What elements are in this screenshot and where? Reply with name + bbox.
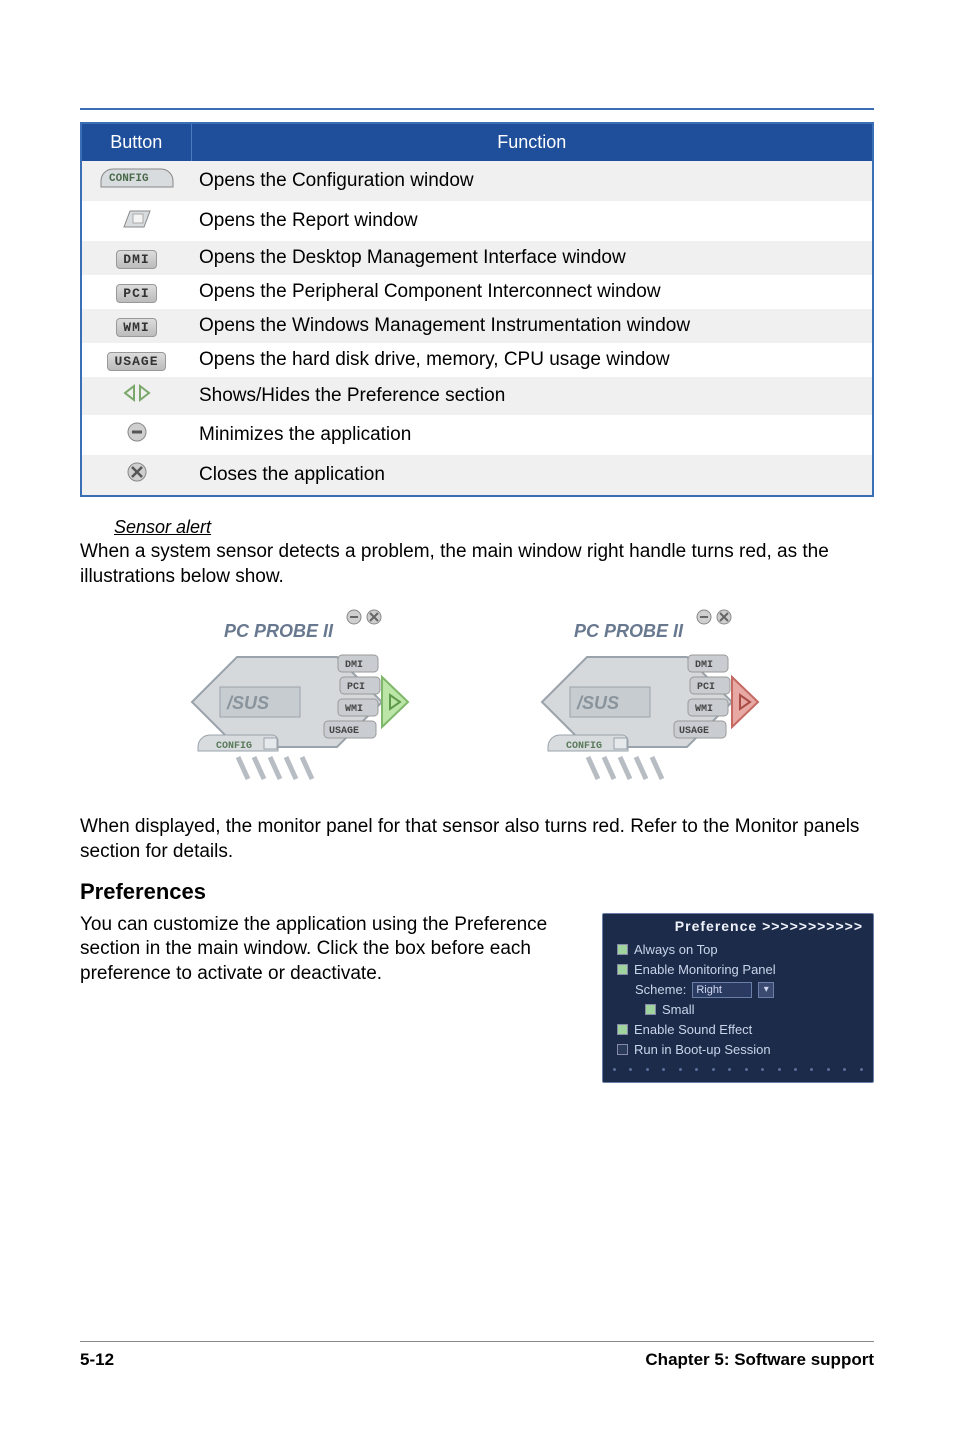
toggle-arrows-icon — [122, 383, 152, 403]
function-cell: Minimizes the application — [191, 415, 873, 455]
svg-text:USAGE: USAGE — [679, 726, 709, 737]
svg-text:DMI: DMI — [345, 660, 363, 671]
page-number: 5-12 — [80, 1350, 114, 1370]
checkbox-icon[interactable] — [617, 1044, 628, 1055]
button-cell — [81, 377, 191, 415]
pref-scheme-row: Scheme: Right ▾ — [635, 982, 859, 998]
table-row: Shows/Hides the Preference section — [81, 377, 873, 415]
table-row: CONFIG Opens the Configuration window — [81, 161, 873, 201]
sensor-alert-heading: Sensor alert — [114, 517, 874, 538]
checkbox-icon[interactable] — [617, 964, 628, 975]
table-row: PCI Opens the Peripheral Component Interc… — [81, 275, 873, 309]
sensor-para-2: When displayed, the monitor panel for th… — [80, 815, 874, 864]
scheme-select[interactable]: Right — [692, 982, 752, 998]
table-row: WMI Opens the Windows Management Instrume… — [81, 309, 873, 343]
pref-label: Always on Top — [634, 942, 718, 957]
preferences-heading: Preferences — [80, 879, 874, 905]
table-row: Opens the Report window — [81, 201, 873, 241]
function-cell: Opens the Configuration window — [191, 161, 873, 201]
pref-item-enable-sound[interactable]: Enable Sound Effect — [617, 1022, 859, 1037]
function-cell: Opens the Windows Management Instrumenta… — [191, 309, 873, 343]
table-row: DMI Opens the Desktop Management Interfac… — [81, 241, 873, 275]
svg-text:CONFIG: CONFIG — [109, 173, 149, 185]
button-cell — [81, 455, 191, 496]
table-row: Closes the application — [81, 455, 873, 496]
checkbox-icon[interactable] — [617, 1024, 628, 1035]
pref-item-small[interactable]: Small — [645, 1002, 859, 1017]
svg-text:WMI: WMI — [695, 704, 713, 715]
th-button: Button — [81, 123, 191, 161]
function-cell: Opens the Peripheral Component Interconn… — [191, 275, 873, 309]
usage-pill-icon: USAGE — [107, 352, 165, 371]
svg-text:CONFIG: CONFIG — [216, 741, 252, 752]
svg-text:PCI: PCI — [347, 682, 365, 693]
th-function: Function — [191, 123, 873, 161]
button-function-table: Button Function CONFIG Opens the Configur… — [80, 122, 874, 497]
svg-text:DMI: DMI — [695, 660, 713, 671]
scheme-dropdown-button[interactable]: ▾ — [758, 982, 774, 998]
function-cell: Shows/Hides the Preference section — [191, 377, 873, 415]
function-cell: Opens the hard disk drive, memory, CPU u… — [191, 343, 873, 377]
scheme-label: Scheme: — [635, 982, 686, 997]
button-cell: WMI — [81, 309, 191, 343]
checkbox-icon[interactable] — [645, 1004, 656, 1015]
pci-pill-icon: PCI — [116, 284, 156, 303]
illustrations-row: PC PROBE II /SUS DMI PCI WMI USAGE CONFI… — [80, 607, 874, 787]
panel-dots — [613, 1068, 863, 1078]
preference-panel-title: Preference >>>>>>>>>>> — [675, 918, 863, 934]
pref-label: Run in Boot-up Session — [634, 1042, 771, 1057]
checkbox-icon[interactable] — [617, 944, 628, 955]
pref-item-enable-monitoring[interactable]: Enable Monitoring Panel — [617, 962, 859, 977]
pref-label: Small — [662, 1002, 695, 1017]
config-tab-icon: CONFIG — [99, 167, 175, 189]
report-folder-icon — [122, 207, 152, 229]
probe-illustration-green: PC PROBE II /SUS DMI PCI WMI USAGE CONFI… — [162, 607, 442, 787]
function-cell: Opens the Report window — [191, 201, 873, 241]
button-cell: CONFIG — [81, 161, 191, 201]
svg-text:CONFIG: CONFIG — [566, 741, 602, 752]
function-cell: Opens the Desktop Management Interface w… — [191, 241, 873, 275]
table-row: Minimizes the application — [81, 415, 873, 455]
pref-item-run-boot[interactable]: Run in Boot-up Session — [617, 1042, 859, 1057]
wmi-pill-icon: WMI — [116, 318, 156, 337]
button-cell: DMI — [81, 241, 191, 275]
button-cell: USAGE — [81, 343, 191, 377]
svg-text:PC PROBE II: PC PROBE II — [224, 621, 334, 641]
probe-illustration-red: PC PROBE II /SUS DMI PCI WMI USAGE CONFI… — [512, 607, 792, 787]
close-icon — [126, 461, 148, 483]
pref-label: Enable Monitoring Panel — [634, 962, 776, 977]
button-cell — [81, 415, 191, 455]
svg-text:WMI: WMI — [345, 704, 363, 715]
svg-text:/SUS: /SUS — [226, 693, 269, 713]
button-cell — [81, 201, 191, 241]
preferences-para: You can customize the application using … — [80, 913, 572, 987]
button-cell: PCI — [81, 275, 191, 309]
preference-panel: Preference >>>>>>>>>>> Always on Top Ena… — [602, 913, 874, 1083]
svg-text:/SUS: /SUS — [576, 693, 619, 713]
minimize-icon — [126, 421, 148, 443]
dmi-pill-icon: DMI — [116, 250, 156, 269]
svg-text:USAGE: USAGE — [329, 726, 359, 737]
chapter-label: Chapter 5: Software support — [645, 1350, 874, 1370]
svg-text:PC PROBE II: PC PROBE II — [574, 621, 684, 641]
table-row: USAGE Opens the hard disk drive, memory, … — [81, 343, 873, 377]
svg-text:PCI: PCI — [697, 682, 715, 693]
page-footer: 5-12 Chapter 5: Software support — [0, 1341, 954, 1370]
top-rule — [80, 108, 874, 110]
pref-item-always-on-top[interactable]: Always on Top — [617, 942, 859, 957]
pref-label: Enable Sound Effect — [634, 1022, 752, 1037]
sensor-para-1: When a system sensor detects a problem, … — [80, 540, 874, 589]
function-cell: Closes the application — [191, 455, 873, 496]
